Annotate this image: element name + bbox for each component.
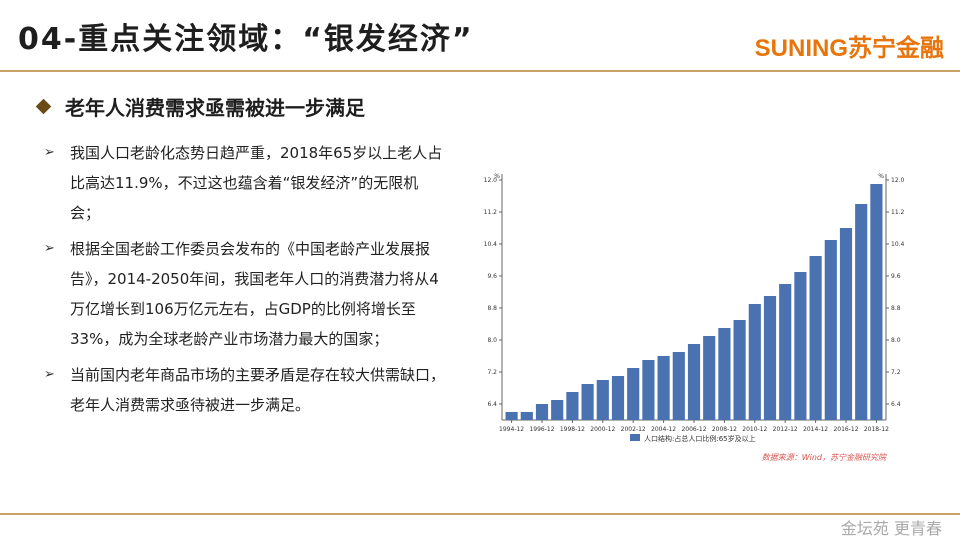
bar [672,352,685,420]
bar [779,284,792,420]
legend-label: 人口结构:占总人口比例:65岁及以上 [644,434,756,443]
arrow-bullet-icon: ➢ [44,367,55,382]
x-tick-label: 1998-12 [560,426,585,433]
elderly-population-bar-chart: % % 6.4 6.4 7.2 7.2 8.0 8.0 8.8 8.8 9.6 9.6 10.4 10.4… [484,173,905,462]
bar [839,228,853,420]
bar [748,304,761,420]
x-tick-label: 2004-12 [651,426,676,433]
bullet-list: ➢ 我国人口老龄化态势日趋严重，2018年65岁以上老人占比高达11.9%，不过这… [44,138,448,426]
y-tick-label-left: 6.4 [487,401,497,408]
bar [718,328,731,420]
bar [505,412,518,420]
bar [687,344,701,420]
x-tick-label: 1996-12 [529,426,554,433]
legend-swatch [630,434,640,441]
x-tick-label: 2002-12 [621,426,646,433]
y-unit-right-label: % [878,173,884,180]
y-tick-label-left: 8.0 [487,337,497,344]
bullet-item: ➢ 我国人口老龄化态势日趋严重，2018年65岁以上老人占比高达11.9%，不过这… [44,138,448,228]
bullet-text: 根据全国老龄工作委员会发布的《中国老龄产业发展报告》，2014-2050年间，我… [70,240,439,348]
bar [763,296,777,420]
y-tick-label-left: 7.2 [487,369,497,376]
y-tick-label-left: 8.8 [487,305,497,312]
y-tick-label-right: 10.4 [891,241,905,248]
x-tick-label: 2018-12 [864,426,889,433]
bar [642,360,655,420]
bullet-item: ➢ 根据全国老龄工作委员会发布的《中国老龄产业发展报告》，2014-2050年间，… [44,234,448,354]
x-tick-label: 2014-12 [803,426,828,433]
y-tick-label-left: 11.2 [484,209,498,216]
bar [520,412,533,420]
page-title: 04-重点关注领域：“银发经济” [18,22,474,57]
section-subtitle: 老年人消费需求亟需被进一步满足 [35,92,365,121]
bar [581,384,594,420]
bar [566,392,579,420]
y-tick-label-right: 12.0 [891,177,905,184]
watermark: 金坛苑 更青春 [840,519,942,538]
bullet-item: ➢ 当前国内老年商品市场的主要矛盾是存在较大供需缺口，老年人消费需求亟待被进一步满… [44,360,448,420]
x-tick-label: 2008-12 [712,426,737,433]
y-tick-label-right: 7.2 [891,369,901,376]
bar [855,204,868,420]
bullet-text: 当前国内老年商品市场的主要矛盾是存在较大供需缺口，老年人消费需求亟待被进一步满足… [70,366,446,414]
y-tick-label-left: 10.4 [484,241,498,248]
y-tick-label-right: 11.2 [891,209,905,216]
section-subtitle-text: 老年人消费需求亟需被进一步满足 [65,96,365,120]
bullet-text: 我国人口老龄化态势日趋严重，2018年65岁以上老人占比高达11.9%，不过这也… [70,144,443,222]
x-tick-label: 2010-12 [742,426,767,433]
x-tick-label: 2012-12 [773,426,798,433]
y-tick-label-left: 12.0 [484,177,498,184]
x-tick-label: 2006-12 [681,426,706,433]
diamond-bullet-icon [35,98,52,115]
chart-container: %% 6.4 6.4 7.2 7.2 8.0 8.0 8.8 8.8 9.6 9.6 10.4 10.4… [478,166,918,466]
bar [611,376,625,420]
y-unit-left-label: % [494,173,500,180]
x-tick-label: 1994-12 [499,426,524,433]
bar [657,356,670,420]
bar [733,320,746,420]
bar [870,184,883,420]
bar [596,380,609,420]
arrow-bullet-icon: ➢ [44,145,55,160]
x-tick-label: 2016-12 [833,426,858,433]
bar [703,336,716,420]
y-tick-label-right: 6.4 [891,401,901,408]
bar [627,368,640,420]
suning-logo: SUNING苏宁金融 [754,35,944,62]
y-tick-label-right: 8.0 [891,337,901,344]
bar [824,240,837,420]
bar [535,404,549,420]
bar [794,272,807,420]
chart-source: 数据来源：Wind，苏宁金融研究院 [762,453,888,462]
y-tick-label-right: 9.6 [891,273,901,280]
y-tick-label-left: 9.6 [487,273,497,280]
bar [551,400,564,420]
header-divider [0,70,960,72]
arrow-bullet-icon: ➢ [44,241,55,256]
bar [809,256,822,420]
footer-divider [0,513,960,515]
y-tick-label-right: 8.8 [891,305,901,312]
x-tick-label: 2000-12 [590,426,615,433]
